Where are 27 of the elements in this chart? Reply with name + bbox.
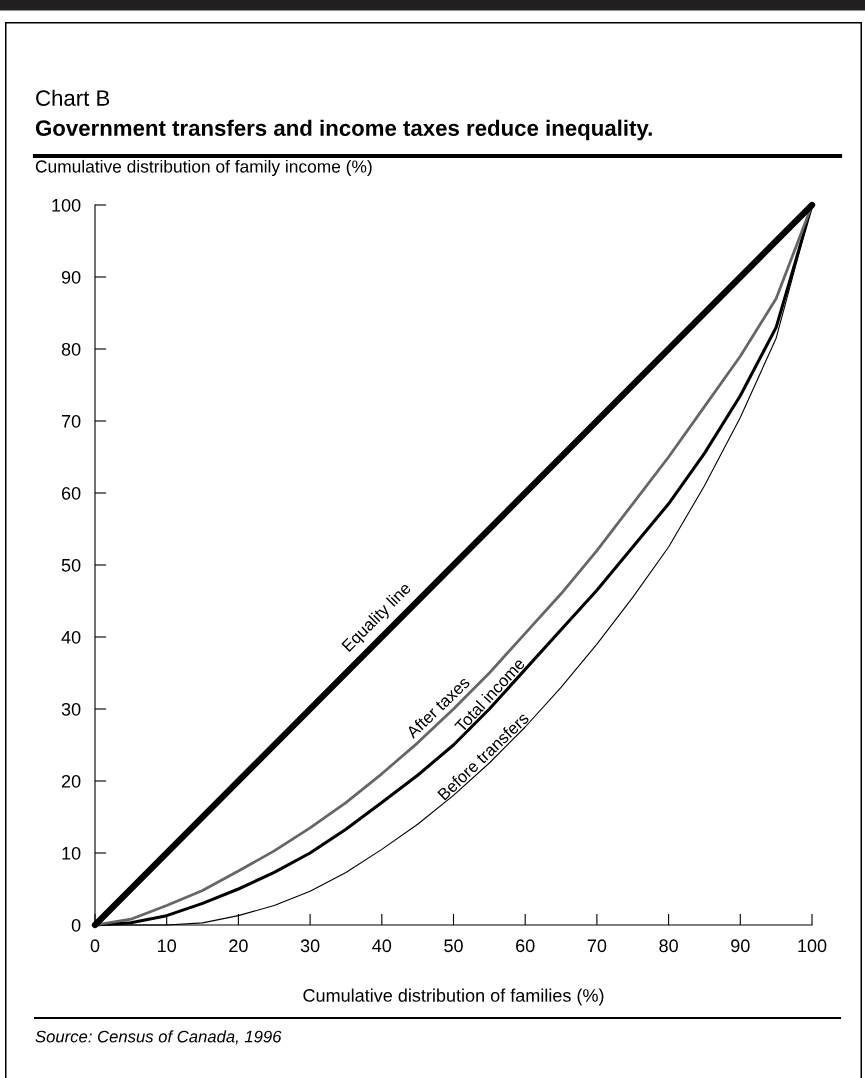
x-tick-label: 10 (158, 939, 177, 953)
x-tick-label: 80 (659, 939, 678, 953)
y-tick-label: 30 (61, 702, 81, 716)
x-axis-title: Cumulative distribution of families (%) (303, 988, 604, 1006)
y-tick-label: 40 (61, 630, 81, 644)
y-tick-label: 50 (61, 558, 81, 572)
x-tick-label: 90 (731, 939, 750, 953)
y-tick-label: 60 (61, 486, 81, 500)
x-tick-label: 30 (300, 939, 320, 953)
x-tick-label: 40 (372, 939, 392, 953)
y-tick-label: 80 (61, 342, 81, 356)
chart-title: Government transfers and income taxes reduce inequality. (35, 119, 652, 141)
y-tick-label: 10 (62, 846, 81, 860)
y-tick-label: 100 (52, 198, 81, 212)
y-tick-label: 90 (61, 270, 81, 284)
source-note: Source: Census of Canada, 1996 (35, 1030, 282, 1045)
chart-subtitle: Chart B (36, 89, 110, 106)
x-tick-label: 70 (587, 939, 607, 953)
x-tick-label: 20 (229, 939, 248, 953)
x-tick-label: 100 (798, 939, 827, 953)
x-tick-label: 0 (90, 939, 100, 953)
y-tick-label: 70 (61, 414, 81, 428)
y-tick-label: 20 (61, 774, 81, 788)
y-axis-title: Cumulative distribution of family income (%) (35, 159, 372, 177)
x-tick-label: 60 (516, 939, 535, 953)
y-tick-label: 0 (71, 918, 81, 932)
x-tick-label: 50 (444, 939, 463, 953)
